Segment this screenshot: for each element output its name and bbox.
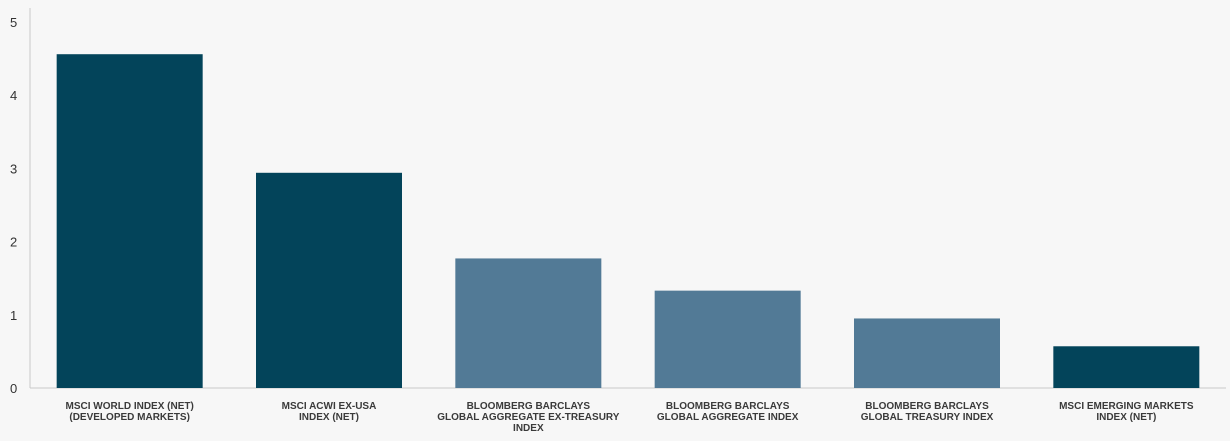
bar — [256, 172, 402, 388]
x-tick-label-line: GLOBAL AGGREGATE EX-TREASURY — [437, 412, 620, 423]
y-tick-label: 2 — [10, 235, 17, 250]
y-tick-label: 4 — [10, 88, 17, 103]
x-tick-label-line: MSCI ACWI EX-USA — [282, 401, 377, 412]
x-tick-label-line: INDEX (NET) — [299, 412, 359, 423]
x-tick-label-line: MSCI EMERGING MARKETS — [1059, 401, 1194, 412]
x-tick-label: BLOOMBERG BARCLAYS GLOBAL AGGREGATE INDEX — [657, 401, 799, 423]
x-tick-label-line: GLOBAL AGGREGATE INDEX — [657, 412, 799, 423]
x-tick-label-line: INDEX — [513, 423, 544, 434]
bar — [56, 54, 203, 388]
x-tick-label: BLOOMBERG BARCLAYS GLOBAL AGGREGATE EX-TR… — [437, 401, 620, 434]
bar — [654, 290, 801, 388]
bar — [455, 258, 602, 388]
x-tick-label-line: MSCI WORLD INDEX (NET) — [66, 401, 194, 412]
x-tick-label-line: (DEVELOPED MARKETS) — [69, 412, 190, 423]
y-tick-label: 0 — [10, 381, 17, 396]
bar — [854, 318, 1000, 388]
bar — [1053, 346, 1200, 388]
y-tick-label: 3 — [10, 161, 17, 176]
x-tick-label: BLOOMBERG BARCLAYS GLOBAL TREASURY INDEX — [861, 401, 994, 423]
x-tick-label-line: BLOOMBERG BARCLAYS — [467, 401, 591, 412]
x-tick-label-line: GLOBAL TREASURY INDEX — [861, 412, 994, 423]
x-tick-label: MSCI EMERGING MARKETS INDEX (NET) — [1059, 401, 1194, 423]
y-axis-ticks: 0 1 2 3 4 5 — [10, 15, 17, 396]
x-tick-label-line: BLOOMBERG BARCLAYS — [666, 401, 790, 412]
x-tick-label: MSCI ACWI EX-USA INDEX (NET) — [282, 401, 377, 423]
y-tick-label: 5 — [10, 15, 17, 30]
x-tick-label-line: INDEX (NET) — [1096, 412, 1156, 423]
bars — [56, 54, 1200, 388]
x-tick-label-line: BLOOMBERG BARCLAYS — [865, 401, 989, 412]
y-tick-label: 1 — [10, 308, 17, 323]
x-axis-category-labels: MSCI WORLD INDEX (NET) (DEVELOPED MARKETS… — [66, 401, 1194, 434]
x-tick-label: MSCI WORLD INDEX (NET) (DEVELOPED MARKETS… — [66, 401, 194, 423]
